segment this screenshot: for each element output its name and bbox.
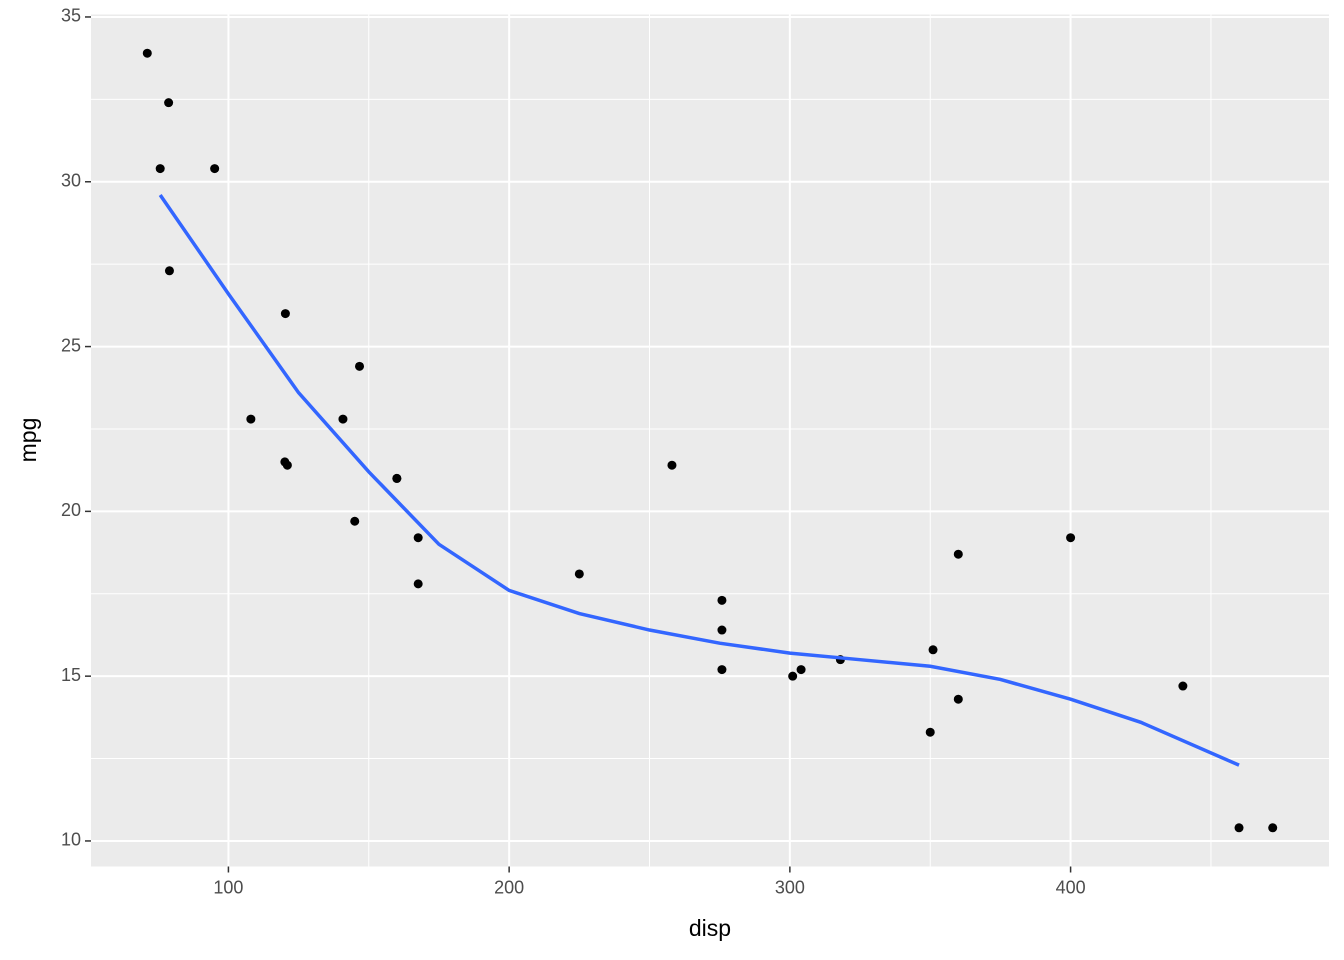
point: [796, 665, 806, 675]
point: [350, 516, 360, 526]
y-tick-label: 20: [61, 500, 81, 520]
point: [392, 473, 402, 483]
x-tick-label: 300: [775, 877, 805, 897]
point: [413, 579, 423, 589]
x-tick-label: 200: [494, 877, 524, 897]
point: [574, 569, 584, 579]
point: [210, 164, 220, 174]
point: [1268, 823, 1278, 833]
point: [282, 460, 292, 470]
smooth-line: [158, 193, 1240, 767]
point: [717, 625, 727, 635]
point: [953, 694, 963, 704]
panel: [91, 14, 1329, 867]
point: [953, 549, 963, 559]
y-tick-label: 30: [61, 171, 81, 191]
x-tick-label: 400: [1056, 877, 1086, 897]
x-tick-label: 100: [213, 877, 243, 897]
point: [355, 361, 365, 371]
point: [788, 671, 798, 681]
point: [925, 727, 935, 737]
y-axis-title: mpg: [15, 418, 41, 463]
point: [338, 414, 348, 424]
point: [1178, 681, 1188, 691]
point: [280, 309, 290, 319]
point: [717, 665, 727, 675]
point: [928, 645, 938, 655]
y-tick-label: 25: [61, 335, 81, 355]
point: [155, 164, 165, 174]
y-tick-label: 35: [61, 6, 81, 26]
y-tick-label: 15: [61, 665, 81, 685]
point: [413, 533, 423, 543]
point: [246, 414, 256, 424]
point: [164, 266, 174, 276]
point: [142, 48, 152, 58]
point: [667, 460, 677, 470]
y-tick-label: 10: [61, 830, 81, 850]
point: [717, 595, 727, 605]
x-axis-title: disp: [689, 915, 731, 941]
point: [1234, 823, 1244, 833]
point: [164, 98, 174, 108]
point: [1066, 533, 1076, 543]
